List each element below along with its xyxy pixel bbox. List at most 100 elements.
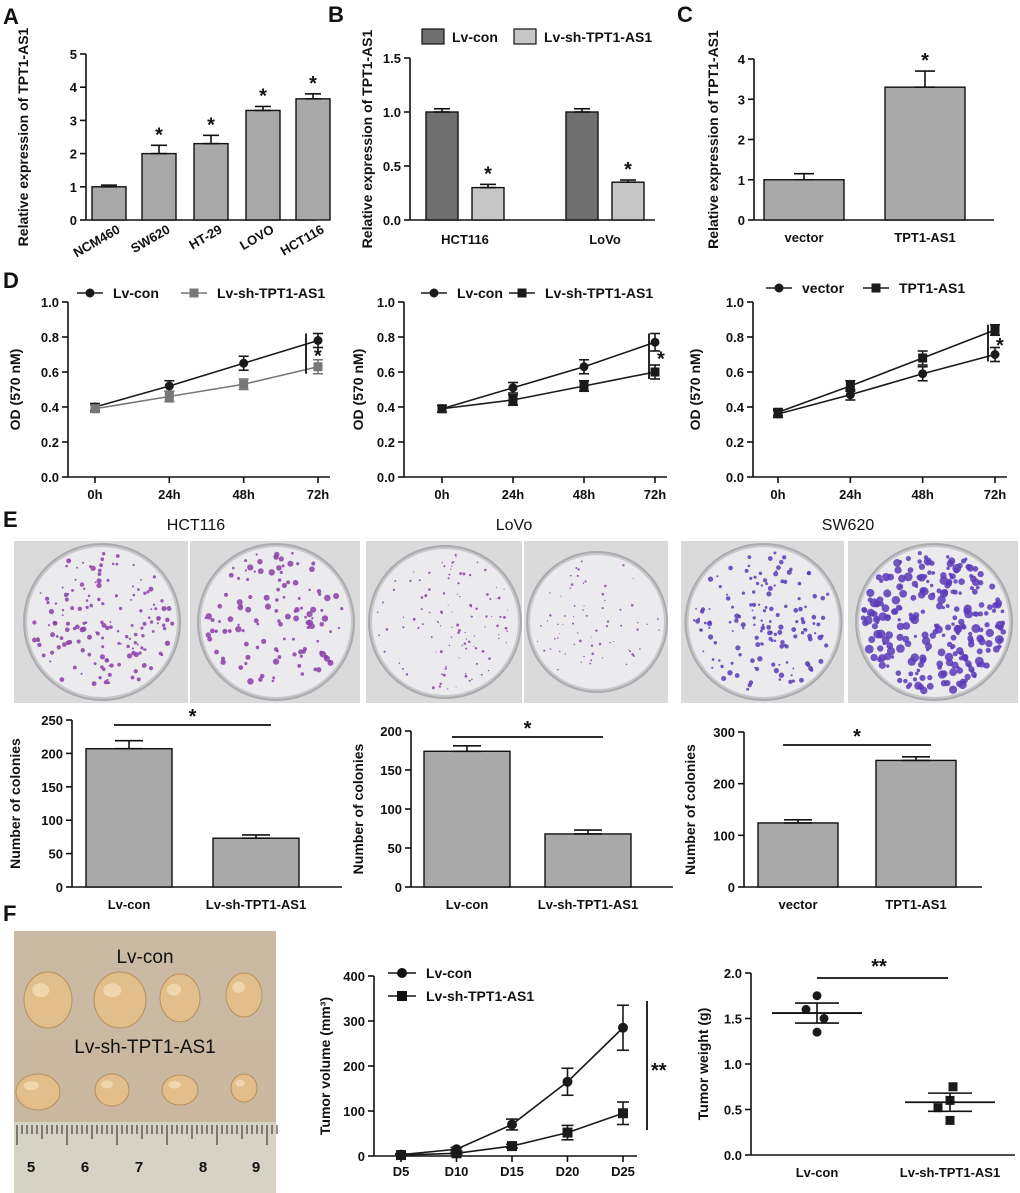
colony-dot — [294, 607, 300, 613]
colony-dot — [826, 592, 830, 596]
chart-e1-xtick-label: Lv-con — [108, 897, 151, 912]
chart-e1-hct116-colonies: 0 50 100 150 200 250 Number of colonies Lv-con L… — [7, 706, 342, 912]
colony-dot — [105, 625, 110, 631]
colony-dot — [209, 628, 215, 634]
colony-dot — [142, 648, 145, 651]
colony-dot — [111, 562, 115, 566]
chart-d2-xtick-label: 48h — [573, 487, 595, 502]
chart-d3-xtick-label: 0h — [770, 487, 785, 502]
colony-dot — [486, 593, 489, 596]
colony-dot — [895, 670, 902, 676]
colony-dot — [945, 624, 952, 631]
colony-dot — [927, 570, 932, 575]
colony-dot — [620, 624, 623, 627]
colony-dot — [754, 666, 757, 669]
tumor-photo: Lv-con Lv-sh-TPT1-AS1 5 6 7 8 9 — [14, 931, 278, 1193]
colony-dot — [708, 607, 711, 610]
colony-dot — [297, 663, 302, 668]
colony-dot — [488, 657, 491, 660]
chart-f3-point-circle — [812, 1027, 822, 1037]
colony-dot — [450, 636, 453, 638]
colony-dot — [235, 625, 242, 633]
colony-dot — [428, 571, 431, 574]
colony-dot — [762, 609, 767, 613]
chart-f3-point-square — [945, 1115, 955, 1125]
colony-dot — [96, 582, 102, 589]
colony-dot — [476, 561, 479, 564]
colony-dot — [820, 595, 826, 601]
colony-dot — [316, 639, 320, 643]
colony-dot — [569, 574, 572, 577]
bar-c-significance: * — [921, 50, 929, 72]
colony-dot — [716, 575, 719, 578]
panel-label-d: D — [3, 268, 19, 293]
colony-dot — [768, 620, 772, 623]
chart-c-ytick-label: 2 — [738, 133, 745, 148]
colony-dot — [311, 561, 316, 566]
colony-dot — [130, 624, 134, 627]
colony-dot — [436, 620, 439, 623]
colony-dot — [807, 636, 813, 642]
colony-dot — [752, 616, 756, 620]
chart-d3-legend-label: vector — [802, 280, 845, 296]
colony-dot — [141, 634, 145, 638]
colony-dot — [997, 644, 1002, 649]
chart-f3-point-square — [948, 1082, 958, 1092]
colony-dot — [381, 601, 384, 604]
colony-dot — [117, 662, 122, 667]
chart-d3-ytick-label: 0.2 — [726, 435, 744, 450]
chart-d3-legend-marker — [871, 283, 881, 293]
colony-dot — [99, 563, 103, 568]
chart-c-ytick-label: 4 — [738, 52, 746, 67]
colony-dot — [253, 570, 256, 573]
colony-dot — [917, 551, 922, 556]
colony-dot — [968, 637, 975, 644]
colony-dot — [468, 679, 471, 682]
colony-dot — [950, 646, 954, 650]
colony-dot — [747, 682, 752, 688]
colony-dot — [320, 608, 324, 612]
colony-dot — [926, 579, 930, 584]
colony-dot — [773, 639, 777, 643]
chart-d2-marker-circle — [650, 337, 660, 347]
colony-dot — [935, 602, 943, 610]
colony-dot — [558, 650, 561, 653]
colony-dot — [37, 642, 42, 648]
chart-d1-marker-square — [239, 379, 249, 389]
colony-dot — [582, 609, 584, 611]
tumor-highlight — [32, 983, 50, 998]
colony-dot — [885, 631, 894, 639]
chart-d3-marker-circle — [990, 350, 1000, 359]
bar-b-lv-con — [425, 111, 459, 221]
colony-dot — [985, 639, 993, 648]
colony-dot — [116, 630, 120, 633]
colony-dot — [448, 573, 451, 576]
colony-dot — [52, 621, 57, 625]
colony-dot — [131, 585, 135, 588]
colony-dot — [931, 571, 936, 575]
colony-dot — [115, 562, 119, 566]
chart-d3-ytick-label: 1.0 — [726, 295, 744, 310]
colony-dot — [783, 643, 787, 647]
colony-dot — [217, 603, 223, 609]
colony-dot — [590, 644, 594, 648]
colony-dot — [711, 666, 714, 669]
chart-f3-xtick-label: Lv-sh-TPT1-AS1 — [900, 1165, 1000, 1180]
colony-dot — [984, 622, 990, 628]
colony-dot — [156, 622, 159, 625]
colony-dot — [214, 629, 218, 633]
chart-a-ytick-label: 3 — [70, 113, 77, 128]
chart-f2-xtick-label: D15 — [500, 1164, 524, 1179]
colony-dot — [741, 591, 746, 595]
colony-dot — [161, 623, 166, 627]
colony-dot — [793, 608, 799, 613]
colony-dot — [143, 591, 147, 595]
chart-d3-marker-circle — [845, 390, 855, 400]
colony-dot — [939, 576, 949, 585]
colony-dot — [780, 640, 785, 645]
colony-dot — [133, 669, 138, 674]
colony-dot — [622, 564, 625, 567]
colony-dot — [784, 604, 788, 609]
colony-dot — [83, 587, 86, 591]
chart-a-xtick-label: HT-29 — [186, 222, 224, 253]
